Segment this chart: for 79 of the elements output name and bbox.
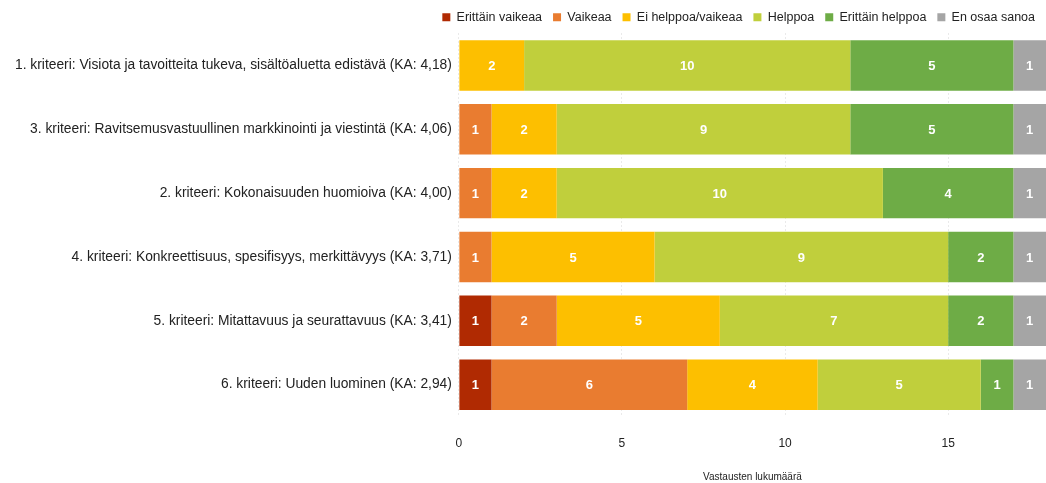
x-tick-label: 15: [941, 436, 956, 451]
legend-label: Vaikeaa: [567, 9, 612, 24]
legend-label: Helppoa: [767, 9, 815, 24]
bar: [850, 40, 1014, 91]
bar: [654, 231, 949, 283]
data-label: 2: [520, 121, 528, 137]
data-label: 5: [634, 313, 642, 329]
data-label: 2: [520, 185, 528, 201]
data-label: 1: [993, 377, 1001, 393]
x-tick-label: 0: [455, 436, 463, 451]
bar: [948, 231, 1014, 283]
y-tick-label: 3. kriteeri: Ravitsemusvastuullinen markkinointi ja viestintä (KA: 4,06): [30, 121, 452, 137]
bar: [556, 167, 883, 219]
data-label: 1: [1026, 377, 1034, 393]
legend-label: Erittäin vaikeaa: [456, 9, 543, 24]
data-label: 5: [928, 58, 936, 73]
bar: [524, 40, 851, 91]
data-label: 1: [1026, 185, 1034, 201]
y-tick-label: 4. kriteeri: Konkreettisuus, spesifisyys, merkittävyys (KA: 3,71): [71, 248, 452, 264]
bar: [459, 40, 525, 91]
bar: [882, 167, 1014, 219]
data-label: 6: [585, 377, 593, 393]
bar: [459, 231, 492, 283]
data-label: 1: [1026, 249, 1034, 265]
data-label: 9: [797, 249, 805, 265]
bar: [980, 359, 1014, 410]
y-tick-label: 5. kriteeri: Mitattavuus ja seurattavuus (KA: 3,41): [153, 312, 452, 328]
data-label: 1: [471, 249, 480, 265]
bar: [948, 295, 1014, 347]
bar: [687, 359, 818, 410]
bar: [850, 104, 1014, 155]
data-label: 2: [520, 313, 528, 329]
bar: [491, 295, 557, 347]
data-label: 10: [712, 185, 728, 201]
bar: [817, 359, 981, 410]
bar: [459, 295, 492, 347]
data-label: 4: [944, 185, 953, 201]
x-axis-title: Vastausten lukumäärä: [703, 470, 803, 482]
bar: [1013, 359, 1046, 410]
bar: [1013, 295, 1046, 347]
data-label: 2: [977, 313, 985, 329]
x-tick-label: 5: [618, 436, 626, 451]
bar: [1013, 40, 1046, 91]
data-label: 1: [471, 185, 480, 201]
data-label: 5: [895, 377, 903, 393]
legend-label: Erittäin helppoa: [839, 9, 927, 24]
data-label: 5: [928, 121, 936, 137]
data-label: 2: [488, 58, 496, 73]
bar: [459, 167, 492, 219]
data-label: 7: [830, 313, 838, 329]
y-tick-label: 2. kriteeri: Kokonaisuuden huomioiva (KA: 4,00): [159, 184, 452, 200]
bar: [491, 231, 655, 283]
bar: [1013, 231, 1046, 283]
data-label: 5: [569, 249, 577, 265]
x-tick-label: 10: [778, 436, 793, 451]
data-label: 1: [1026, 121, 1034, 137]
y-tick-label: 6. kriteeri: Uuden luominen (KA: 2,94): [221, 376, 452, 392]
bar: [491, 167, 557, 219]
bar: [1013, 167, 1046, 219]
data-label: 1: [1026, 313, 1034, 329]
data-label: 10: [679, 58, 695, 73]
bar: [459, 104, 492, 155]
bar: [719, 295, 949, 347]
bar: [556, 104, 851, 155]
data-label: 2: [977, 249, 985, 265]
data-label: 1: [471, 313, 480, 329]
bar: [491, 359, 688, 410]
data-label: 4: [748, 377, 757, 393]
legend-label: En osaa sanoa: [951, 9, 1036, 24]
legend-label: Ei helppoa/vaikeaa: [636, 9, 743, 24]
bar: [1013, 104, 1046, 155]
y-tick-label: 1. kriteeri: Visiota ja tavoitteita tukeva, sisältöaluetta edistävä (KA: 4,18): [15, 57, 452, 73]
data-label: 1: [471, 377, 480, 393]
bar: [491, 104, 557, 155]
data-label: 9: [699, 121, 708, 137]
bar: [459, 359, 492, 410]
data-label: 1: [1026, 58, 1034, 73]
bar: [556, 295, 720, 347]
data-label: 1: [471, 121, 480, 137]
